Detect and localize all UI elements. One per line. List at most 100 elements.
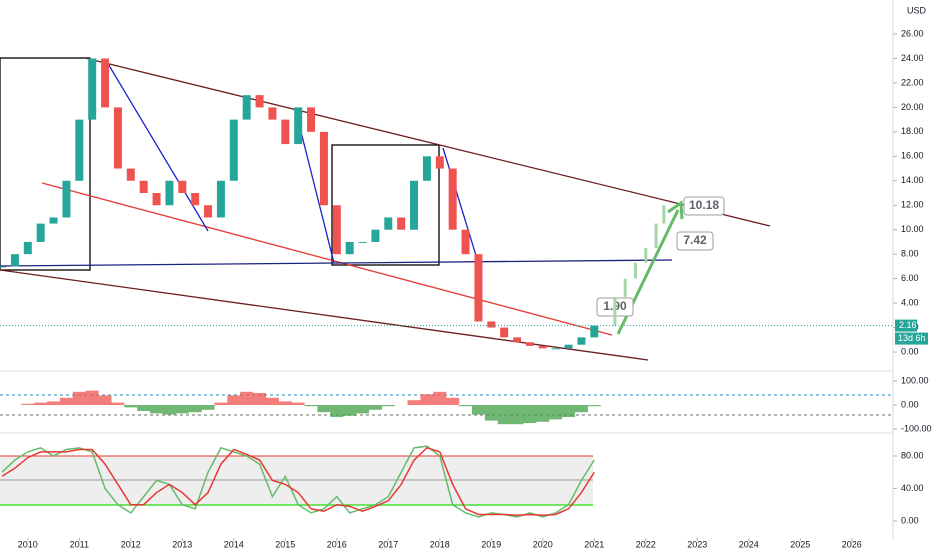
osc-line (1, 445, 595, 518)
x-tick-label: 2012 (121, 539, 141, 549)
trend-line (442, 147, 479, 263)
candle (216, 180, 225, 218)
trend-line (106, 61, 209, 232)
candle (0, 266, 7, 268)
y-tick-label: 80.00 (901, 450, 924, 460)
x-tick-label: 2015 (275, 539, 295, 549)
candle (525, 342, 534, 346)
y-tick-label: 6.00 (901, 273, 919, 283)
box-drawing (0, 57, 91, 271)
candle (397, 217, 406, 230)
annotation: 7.42 (683, 233, 707, 247)
candle (448, 168, 457, 230)
osc-bar (162, 405, 176, 415)
y-tick-label: 0.00 (901, 515, 919, 525)
osc-bar (188, 405, 202, 413)
x-tick-label: 2025 (790, 539, 810, 549)
y-tick-label: 18.00 (901, 126, 924, 136)
projection-bar (623, 278, 627, 297)
osc-bar (510, 405, 524, 425)
osc-bar (47, 401, 61, 405)
candle (178, 180, 187, 194)
candle (126, 168, 135, 181)
candle (191, 193, 200, 206)
arrow-head (667, 200, 684, 220)
y-tick-label: 12.00 (901, 200, 924, 210)
annotation-box (676, 231, 714, 251)
osc-bar (523, 405, 537, 423)
osc-bar (21, 403, 35, 405)
osc-bar (330, 405, 344, 417)
osc-bar (433, 391, 447, 405)
candle (487, 321, 496, 328)
candle (88, 58, 97, 120)
y-tick-label: 20.00 (901, 102, 924, 112)
candle (590, 325, 599, 338)
candle (332, 205, 341, 255)
y-tick-label: 10.00 (901, 224, 924, 234)
candle (242, 95, 251, 120)
candle (49, 217, 58, 224)
candle (461, 229, 470, 255)
x-tick-label: 2017 (378, 539, 398, 549)
x-tick-label: 2016 (327, 539, 347, 549)
drawings (0, 0, 894, 540)
osc-bar (484, 405, 498, 421)
candle (513, 337, 522, 343)
x-tick-label: 2014 (224, 539, 244, 549)
projection-bar (613, 296, 617, 326)
countdown: 13d 6h (898, 333, 926, 343)
osc-bar (356, 405, 370, 414)
osc-line (1, 446, 595, 517)
osc-bar (497, 405, 511, 425)
osc-bar (72, 391, 86, 405)
horizontal-line (0, 259, 673, 267)
x-tick-label: 2020 (533, 539, 553, 549)
candle (345, 241, 354, 255)
projection-bar (662, 205, 666, 224)
candle (165, 180, 174, 206)
candle (75, 119, 84, 181)
x-tick-label: 2023 (687, 539, 707, 549)
last-price-box (895, 319, 917, 332)
candle (358, 241, 367, 243)
osc-bar (111, 402, 125, 405)
box-drawing (331, 144, 440, 266)
candle (10, 254, 19, 267)
candle (62, 180, 71, 218)
osc-bar (407, 400, 421, 405)
osc-bar (227, 395, 241, 405)
candle (422, 156, 431, 181)
trend-line (84, 57, 771, 227)
x-tick-label: 2026 (842, 539, 862, 549)
osc-bar (536, 405, 550, 422)
candle (474, 254, 483, 322)
osc-bar (574, 405, 588, 413)
osc-bar (420, 394, 434, 405)
osc-bar (98, 395, 112, 405)
candle (113, 107, 122, 169)
y-tick-label: 26.00 (901, 28, 924, 38)
projection-bar (634, 262, 638, 279)
candle (229, 119, 238, 181)
candle (101, 58, 110, 108)
y-tick-label: 22.00 (901, 77, 924, 87)
x-tick-label: 2010 (18, 539, 38, 549)
last-price: 2.16 (899, 320, 917, 330)
candle (577, 337, 586, 345)
x-tick-label: 2011 (70, 539, 89, 549)
osc-bar (253, 393, 267, 405)
osc-bar (124, 405, 138, 408)
countdown-box (895, 332, 928, 345)
osc-bar (562, 405, 576, 417)
y-tick-label: 16.00 (901, 151, 924, 161)
y-tick-label: 100.00 (901, 375, 929, 385)
candle (410, 180, 419, 230)
osc-bar (278, 401, 292, 405)
candle (371, 229, 380, 242)
projection-bar (644, 248, 648, 263)
osc-bar (137, 405, 151, 411)
candle (255, 95, 264, 108)
osc-bar (317, 405, 331, 413)
